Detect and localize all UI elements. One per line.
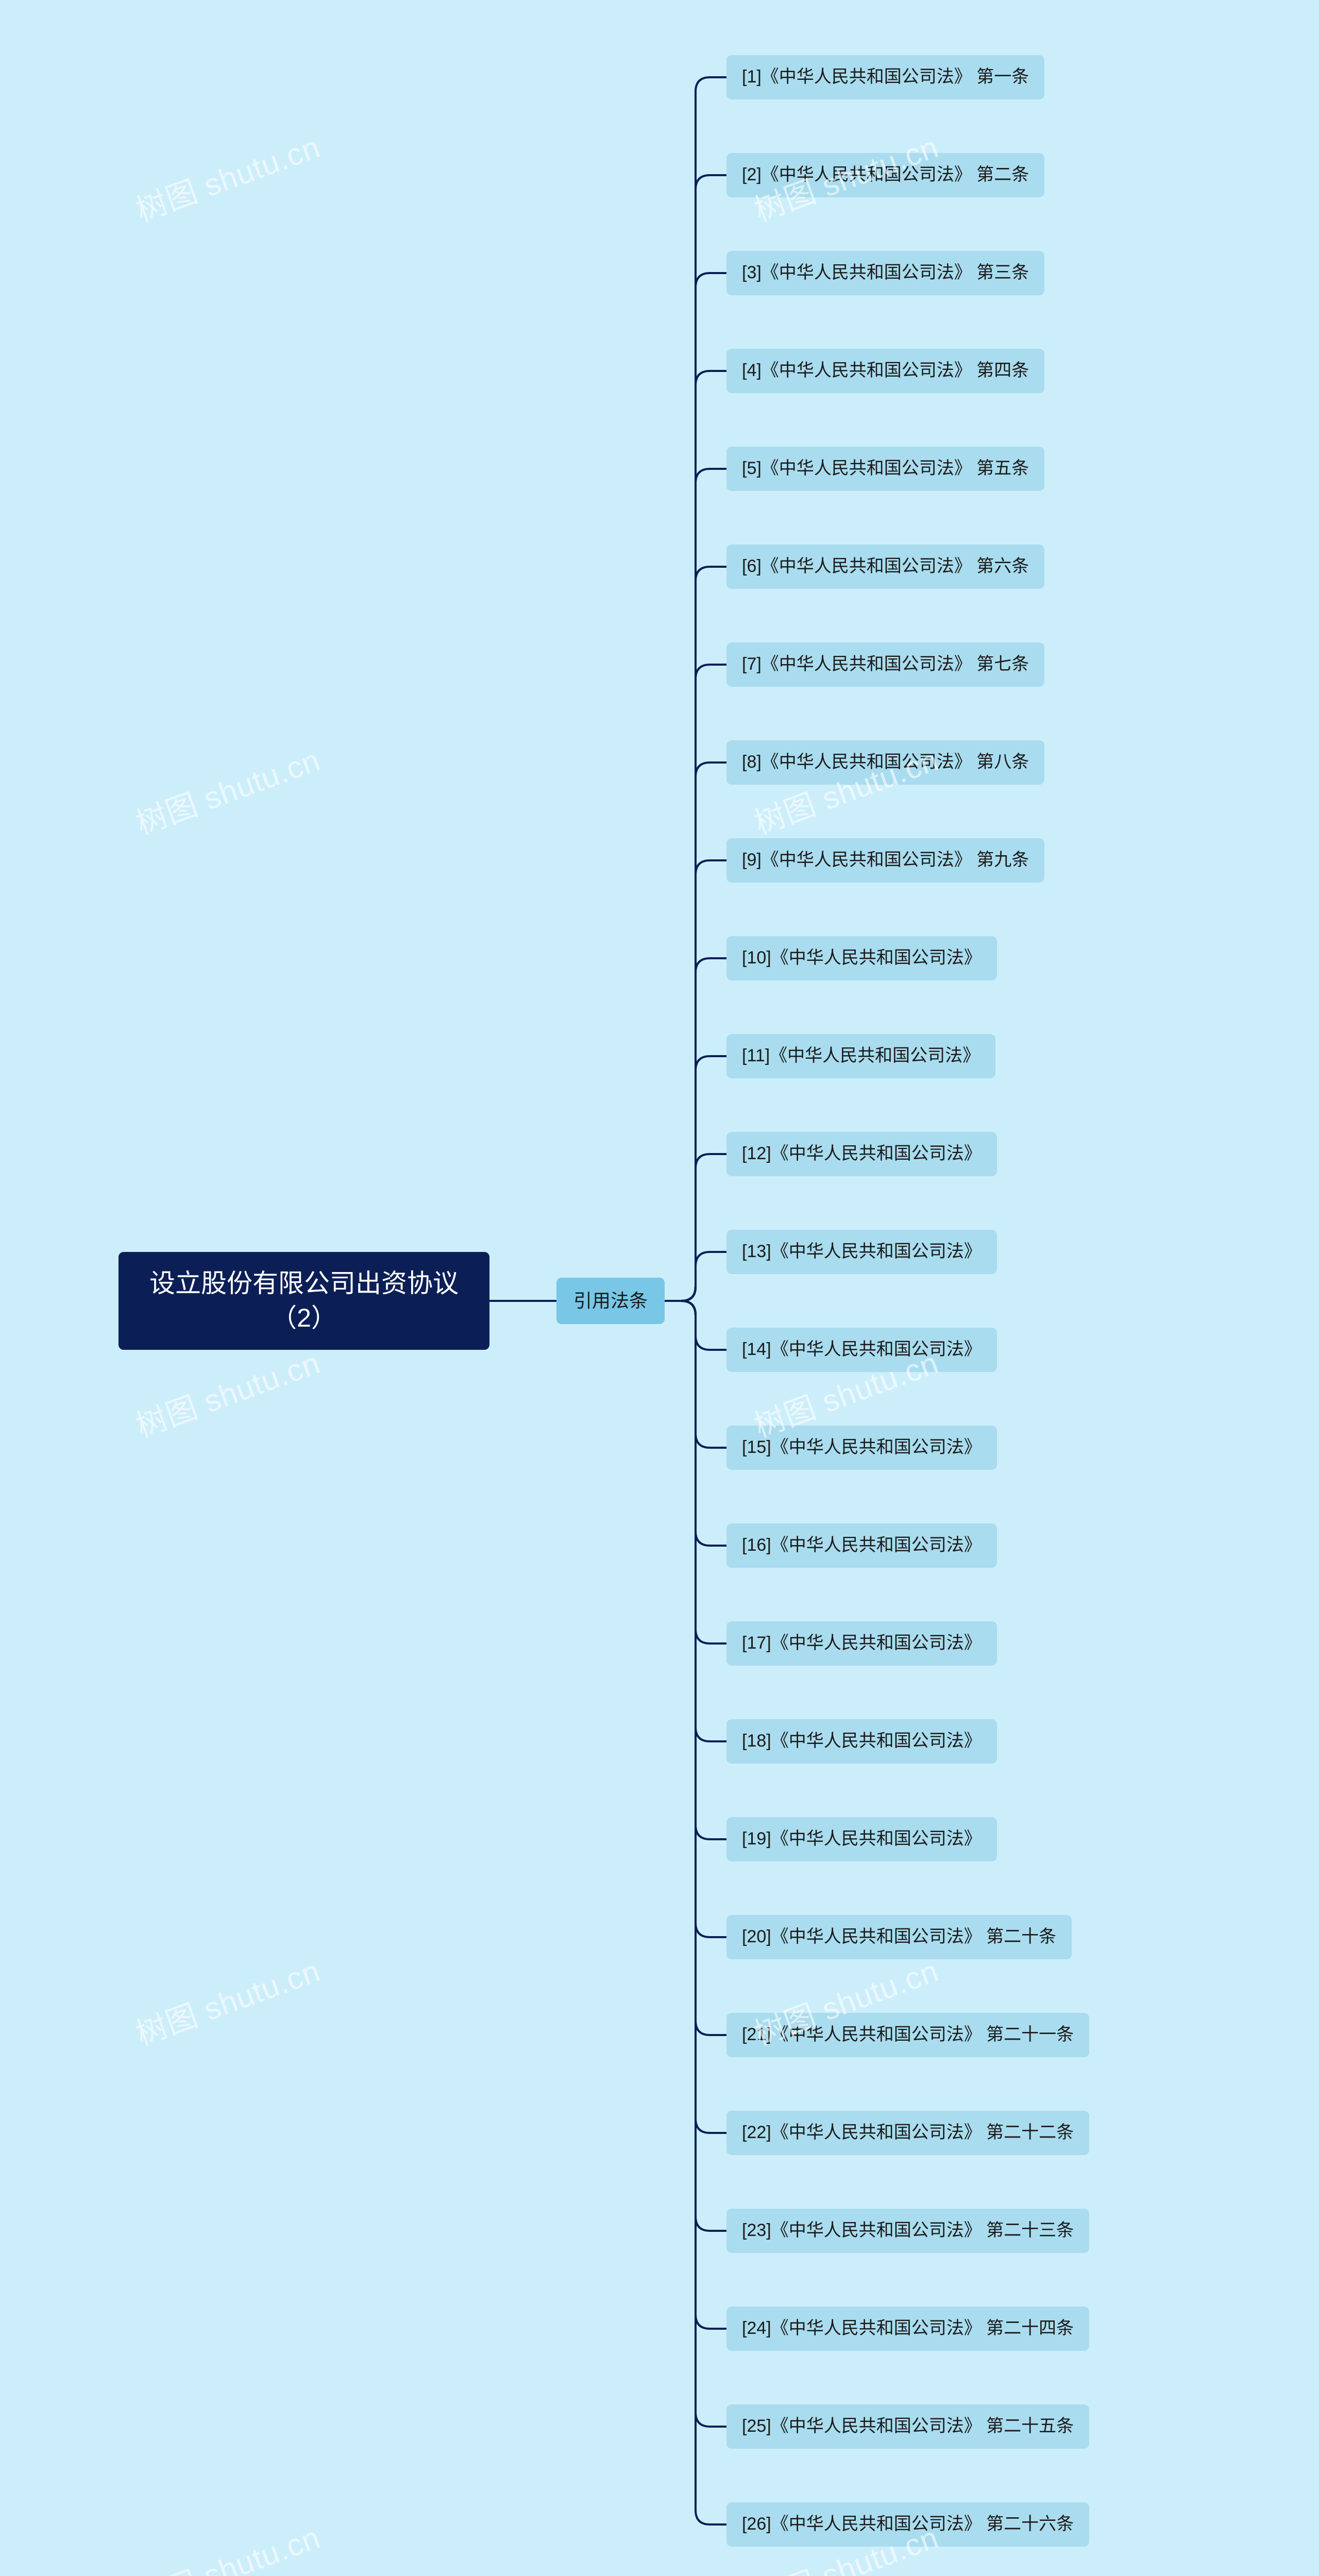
watermark-text: 树图 shutu.cn [129, 735, 326, 843]
leaf-node[interactable]: [13]《中华人民共和国公司法》 [726, 1230, 997, 1274]
leaf-node[interactable]: [8]《中华人民共和国公司法》 第八条 [726, 740, 1044, 785]
watermark-text: 树图 shutu.cn [129, 1946, 326, 2054]
leaf-node[interactable]: [14]《中华人民共和国公司法》 [726, 1328, 997, 1372]
mindmap-canvas: 设立股份有限公司出资协议（2） 引用法条 [1]《中华人民共和国公司法》 第一条… [0, 0, 1319, 2576]
leaf-node[interactable]: [5]《中华人民共和国公司法》 第五条 [726, 447, 1044, 491]
leaf-node[interactable]: [23]《中华人民共和国公司法》 第二十三条 [726, 2209, 1089, 2253]
leaf-node[interactable]: [7]《中华人民共和国公司法》 第七条 [726, 642, 1044, 687]
leaf-node[interactable]: [1]《中华人民共和国公司法》 第一条 [726, 55, 1044, 99]
leaf-node[interactable]: [18]《中华人民共和国公司法》 [726, 1719, 997, 1764]
root-node[interactable]: 设立股份有限公司出资协议（2） [119, 1252, 489, 1350]
leaf-node[interactable]: [24]《中华人民共和国公司法》 第二十四条 [726, 2307, 1089, 2351]
leaf-node[interactable]: [21]《中华人民共和国公司法》 第二十一条 [726, 2013, 1089, 2057]
leaf-node[interactable]: [26]《中华人民共和国公司法》 第二十六条 [726, 2502, 1089, 2547]
watermark-text: 树图 shutu.cn [129, 122, 326, 230]
leaf-node[interactable]: [25]《中华人民共和国公司法》 第二十五条 [726, 2404, 1089, 2449]
leaf-node[interactable]: [6]《中华人民共和国公司法》 第六条 [726, 545, 1044, 589]
leaf-node[interactable]: [3]《中华人民共和国公司法》 第三条 [726, 251, 1044, 295]
leaf-node[interactable]: [17]《中华人民共和国公司法》 [726, 1621, 997, 1666]
leaf-node[interactable]: [4]《中华人民共和国公司法》 第四条 [726, 349, 1044, 393]
watermark-text: 树图 shutu.cn [129, 1338, 326, 1446]
leaf-node[interactable]: [22]《中华人民共和国公司法》 第二十二条 [726, 2111, 1089, 2155]
leaf-node[interactable]: [15]《中华人民共和国公司法》 [726, 1426, 997, 1470]
leaf-node[interactable]: [12]《中华人民共和国公司法》 [726, 1132, 997, 1176]
branch-node-citations[interactable]: 引用法条 [556, 1278, 665, 1324]
leaf-node[interactable]: [16]《中华人民共和国公司法》 [726, 1523, 997, 1568]
leaf-node[interactable]: [11]《中华人民共和国公司法》 [726, 1034, 995, 1078]
leaf-node[interactable]: [10]《中华人民共和国公司法》 [726, 936, 997, 980]
leaf-node[interactable]: [20]《中华人民共和国公司法》 第二十条 [726, 1915, 1072, 1959]
leaf-node[interactable]: [19]《中华人民共和国公司法》 [726, 1817, 997, 1861]
leaf-node[interactable]: [2]《中华人民共和国公司法》 第二条 [726, 153, 1044, 197]
watermark-text: 树图 shutu.cn [129, 2513, 326, 2576]
leaf-node[interactable]: [9]《中华人民共和国公司法》 第九条 [726, 838, 1044, 883]
